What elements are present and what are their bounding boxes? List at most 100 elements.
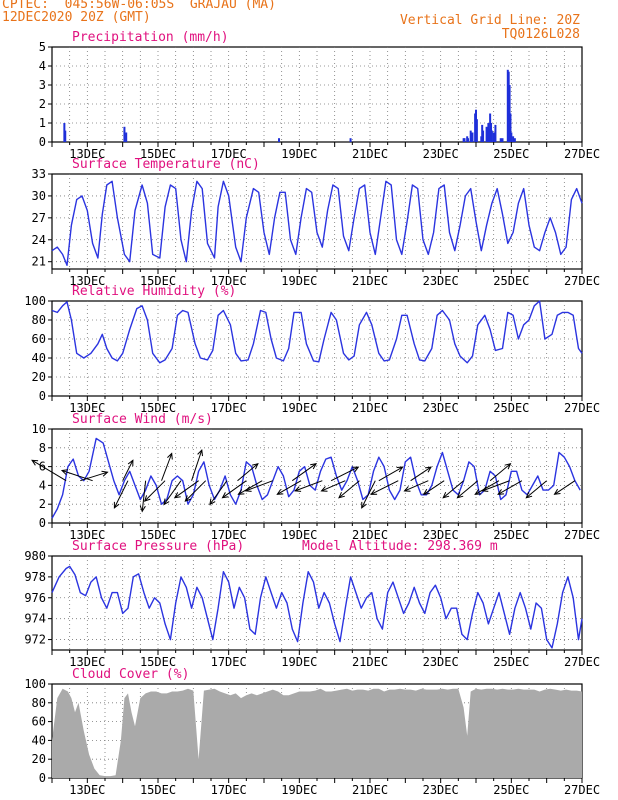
precip-bar: [485, 126, 488, 142]
wind-arrow-shaft: [209, 480, 228, 505]
wind-arrow-shaft: [161, 453, 173, 481]
wind-arrow-head: [352, 466, 360, 473]
x-tick-label: 17DEC: [211, 401, 247, 415]
y-tick-label: 4: [39, 59, 46, 73]
wind-arrow-head: [425, 466, 432, 473]
x-tick-label: 25DEC: [493, 274, 529, 288]
x-tick-label: 19DEC: [281, 274, 317, 288]
x-tick-label: 23DEC: [423, 655, 459, 669]
x-tick-label: 25DEC: [493, 147, 529, 161]
wind-arrow-head: [167, 452, 173, 460]
wind-arrow-shaft: [525, 480, 547, 499]
wind-arrow-head: [101, 470, 109, 477]
wind-arrow-shaft: [113, 480, 129, 509]
y-tick-label: 5: [39, 40, 46, 54]
precip-bar: [125, 132, 128, 142]
header-init-time: 12DEC2020 20Z (GMT): [2, 10, 151, 25]
x-tick-label: 25DEC: [493, 528, 529, 542]
wind-arrow-head: [474, 489, 482, 495]
x-tick-label: 25DEC: [493, 655, 529, 669]
y-tick-label: 978: [24, 570, 46, 584]
wind-arrow-head: [276, 489, 284, 495]
wind-arrow-shaft: [238, 480, 263, 495]
wind-arrow-head: [173, 492, 181, 499]
y-tick-label: 0: [39, 516, 46, 530]
x-tick-label: 15DEC: [140, 655, 176, 669]
wind-arrow-shaft: [222, 480, 247, 499]
wind-arrow-shaft: [141, 480, 147, 512]
precip-bar: [499, 138, 502, 142]
wind-arrow-head: [361, 501, 367, 509]
cloud-cover-area: [52, 688, 582, 778]
wind-arrow-head: [60, 469, 69, 476]
y-tick-label: 974: [24, 612, 46, 626]
wind-arrow-shaft: [404, 480, 429, 492]
y-tick-label: 972: [24, 633, 46, 647]
x-tick-label: 27DEC: [564, 274, 600, 288]
x-tick-label: 15DEC: [140, 528, 176, 542]
wind-arrow-head: [403, 486, 411, 492]
x-tick-label: 25DEC: [493, 401, 529, 415]
wind-arrow-head: [127, 459, 134, 467]
wind-arrow-shaft: [442, 480, 464, 499]
x-tick-label: 27DEC: [564, 655, 600, 669]
x-tick-label: 27DEC: [564, 783, 600, 797]
y-tick-label: 2: [39, 97, 46, 111]
precip-bar: [494, 124, 497, 142]
precip-bar: [463, 138, 466, 142]
y-tick-label: 24: [32, 233, 46, 247]
panel-frame: [51, 555, 583, 651]
x-tick-label: 23DEC: [423, 401, 459, 415]
wind-arrow-head: [143, 495, 151, 502]
panel-title: Precipitation (mm/h): [72, 30, 229, 45]
x-tick-label: 21DEC: [352, 783, 388, 797]
wind-arrow-shaft: [370, 480, 399, 495]
wind-arrow-shaft: [291, 463, 317, 482]
x-tick-label: 17DEC: [211, 274, 247, 288]
wind-arrow-head: [197, 449, 203, 457]
wind-arrow-shaft: [321, 480, 346, 492]
x-tick-label: 21DEC: [352, 655, 388, 669]
panel-title: Surface Wind (m/s): [72, 412, 213, 427]
x-tick-label: 25DEC: [493, 783, 529, 797]
x-tick-label: 23DEC: [423, 147, 459, 161]
wind-arrow-head: [320, 486, 328, 492]
y-tick-label: 3: [39, 78, 46, 92]
x-tick-label: 15DEC: [140, 401, 176, 415]
wind-arrow-shaft: [330, 466, 359, 482]
wind-arrow-head: [163, 498, 170, 506]
precip-bar: [278, 138, 281, 142]
x-tick-label: 13DEC: [69, 274, 105, 288]
wind-arrow-head: [251, 462, 259, 470]
y-tick-label: 1: [39, 116, 46, 130]
x-tick-label: 27DEC: [564, 528, 600, 542]
x-tick-label: 19DEC: [281, 783, 317, 797]
x-tick-label: 17DEC: [211, 655, 247, 669]
wind-arrow-head: [338, 491, 345, 499]
y-tick-label: 30: [32, 189, 46, 203]
x-tick-label: 13DEC: [69, 783, 105, 797]
wind-arrow-shaft: [497, 480, 523, 495]
wind-arrow-head: [504, 462, 512, 470]
wind-arrow-head: [244, 486, 252, 492]
precip-bar: [490, 130, 493, 142]
y-tick-label: 0: [39, 389, 46, 403]
x-tick-label: 17DEC: [211, 147, 247, 161]
wind-arrow-head: [237, 489, 245, 495]
precip-bar: [475, 119, 478, 142]
wind-arrow-head: [184, 495, 192, 502]
wind-arrow-head: [31, 459, 39, 466]
x-tick-label: 19DEC: [281, 147, 317, 161]
wind-arrow-head: [456, 492, 464, 499]
wind-arrow-shaft: [474, 480, 500, 495]
y-tick-label: 20: [32, 752, 46, 766]
y-tick-label: 2: [39, 497, 46, 511]
wind-arrow-shaft: [122, 460, 134, 481]
x-tick-label: 19DEC: [281, 401, 317, 415]
wind-arrow-head: [442, 491, 450, 499]
panel-title: Relative Humidity (%): [72, 284, 236, 299]
wind-arrow-head: [310, 463, 318, 470]
x-tick-label: 21DEC: [352, 147, 388, 161]
panel-title: Cloud Cover (%): [72, 667, 189, 682]
wind-arrow-head: [294, 486, 302, 492]
